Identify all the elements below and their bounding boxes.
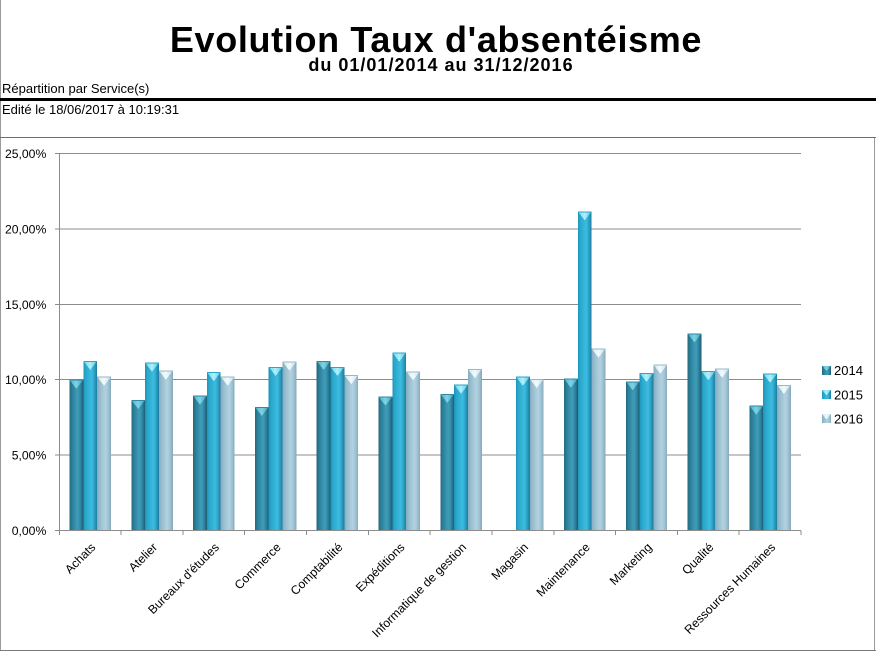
svg-text:20,00%: 20,00% bbox=[5, 222, 46, 236]
svg-text:15,00%: 15,00% bbox=[5, 298, 46, 312]
svg-text:2014: 2014 bbox=[834, 363, 863, 378]
svg-text:Maintenance: Maintenance bbox=[534, 540, 593, 599]
svg-text:Magasin: Magasin bbox=[489, 540, 531, 582]
svg-text:Expéditions: Expéditions bbox=[353, 540, 407, 594]
svg-text:5,00%: 5,00% bbox=[12, 449, 47, 463]
svg-text:2015: 2015 bbox=[834, 387, 863, 402]
svg-text:0,00%: 0,00% bbox=[12, 524, 47, 538]
svg-text:Marketing: Marketing bbox=[607, 540, 655, 588]
svg-text:10,00%: 10,00% bbox=[5, 373, 46, 387]
svg-text:25,00%: 25,00% bbox=[5, 147, 46, 161]
svg-text:Achats: Achats bbox=[62, 540, 98, 576]
svg-text:Atelier: Atelier bbox=[126, 540, 160, 574]
svg-text:2016: 2016 bbox=[834, 411, 863, 426]
svg-text:Qualité: Qualité bbox=[679, 540, 716, 577]
svg-text:Commerce: Commerce bbox=[232, 540, 284, 592]
svg-text:Comptabilité: Comptabilité bbox=[288, 540, 346, 598]
